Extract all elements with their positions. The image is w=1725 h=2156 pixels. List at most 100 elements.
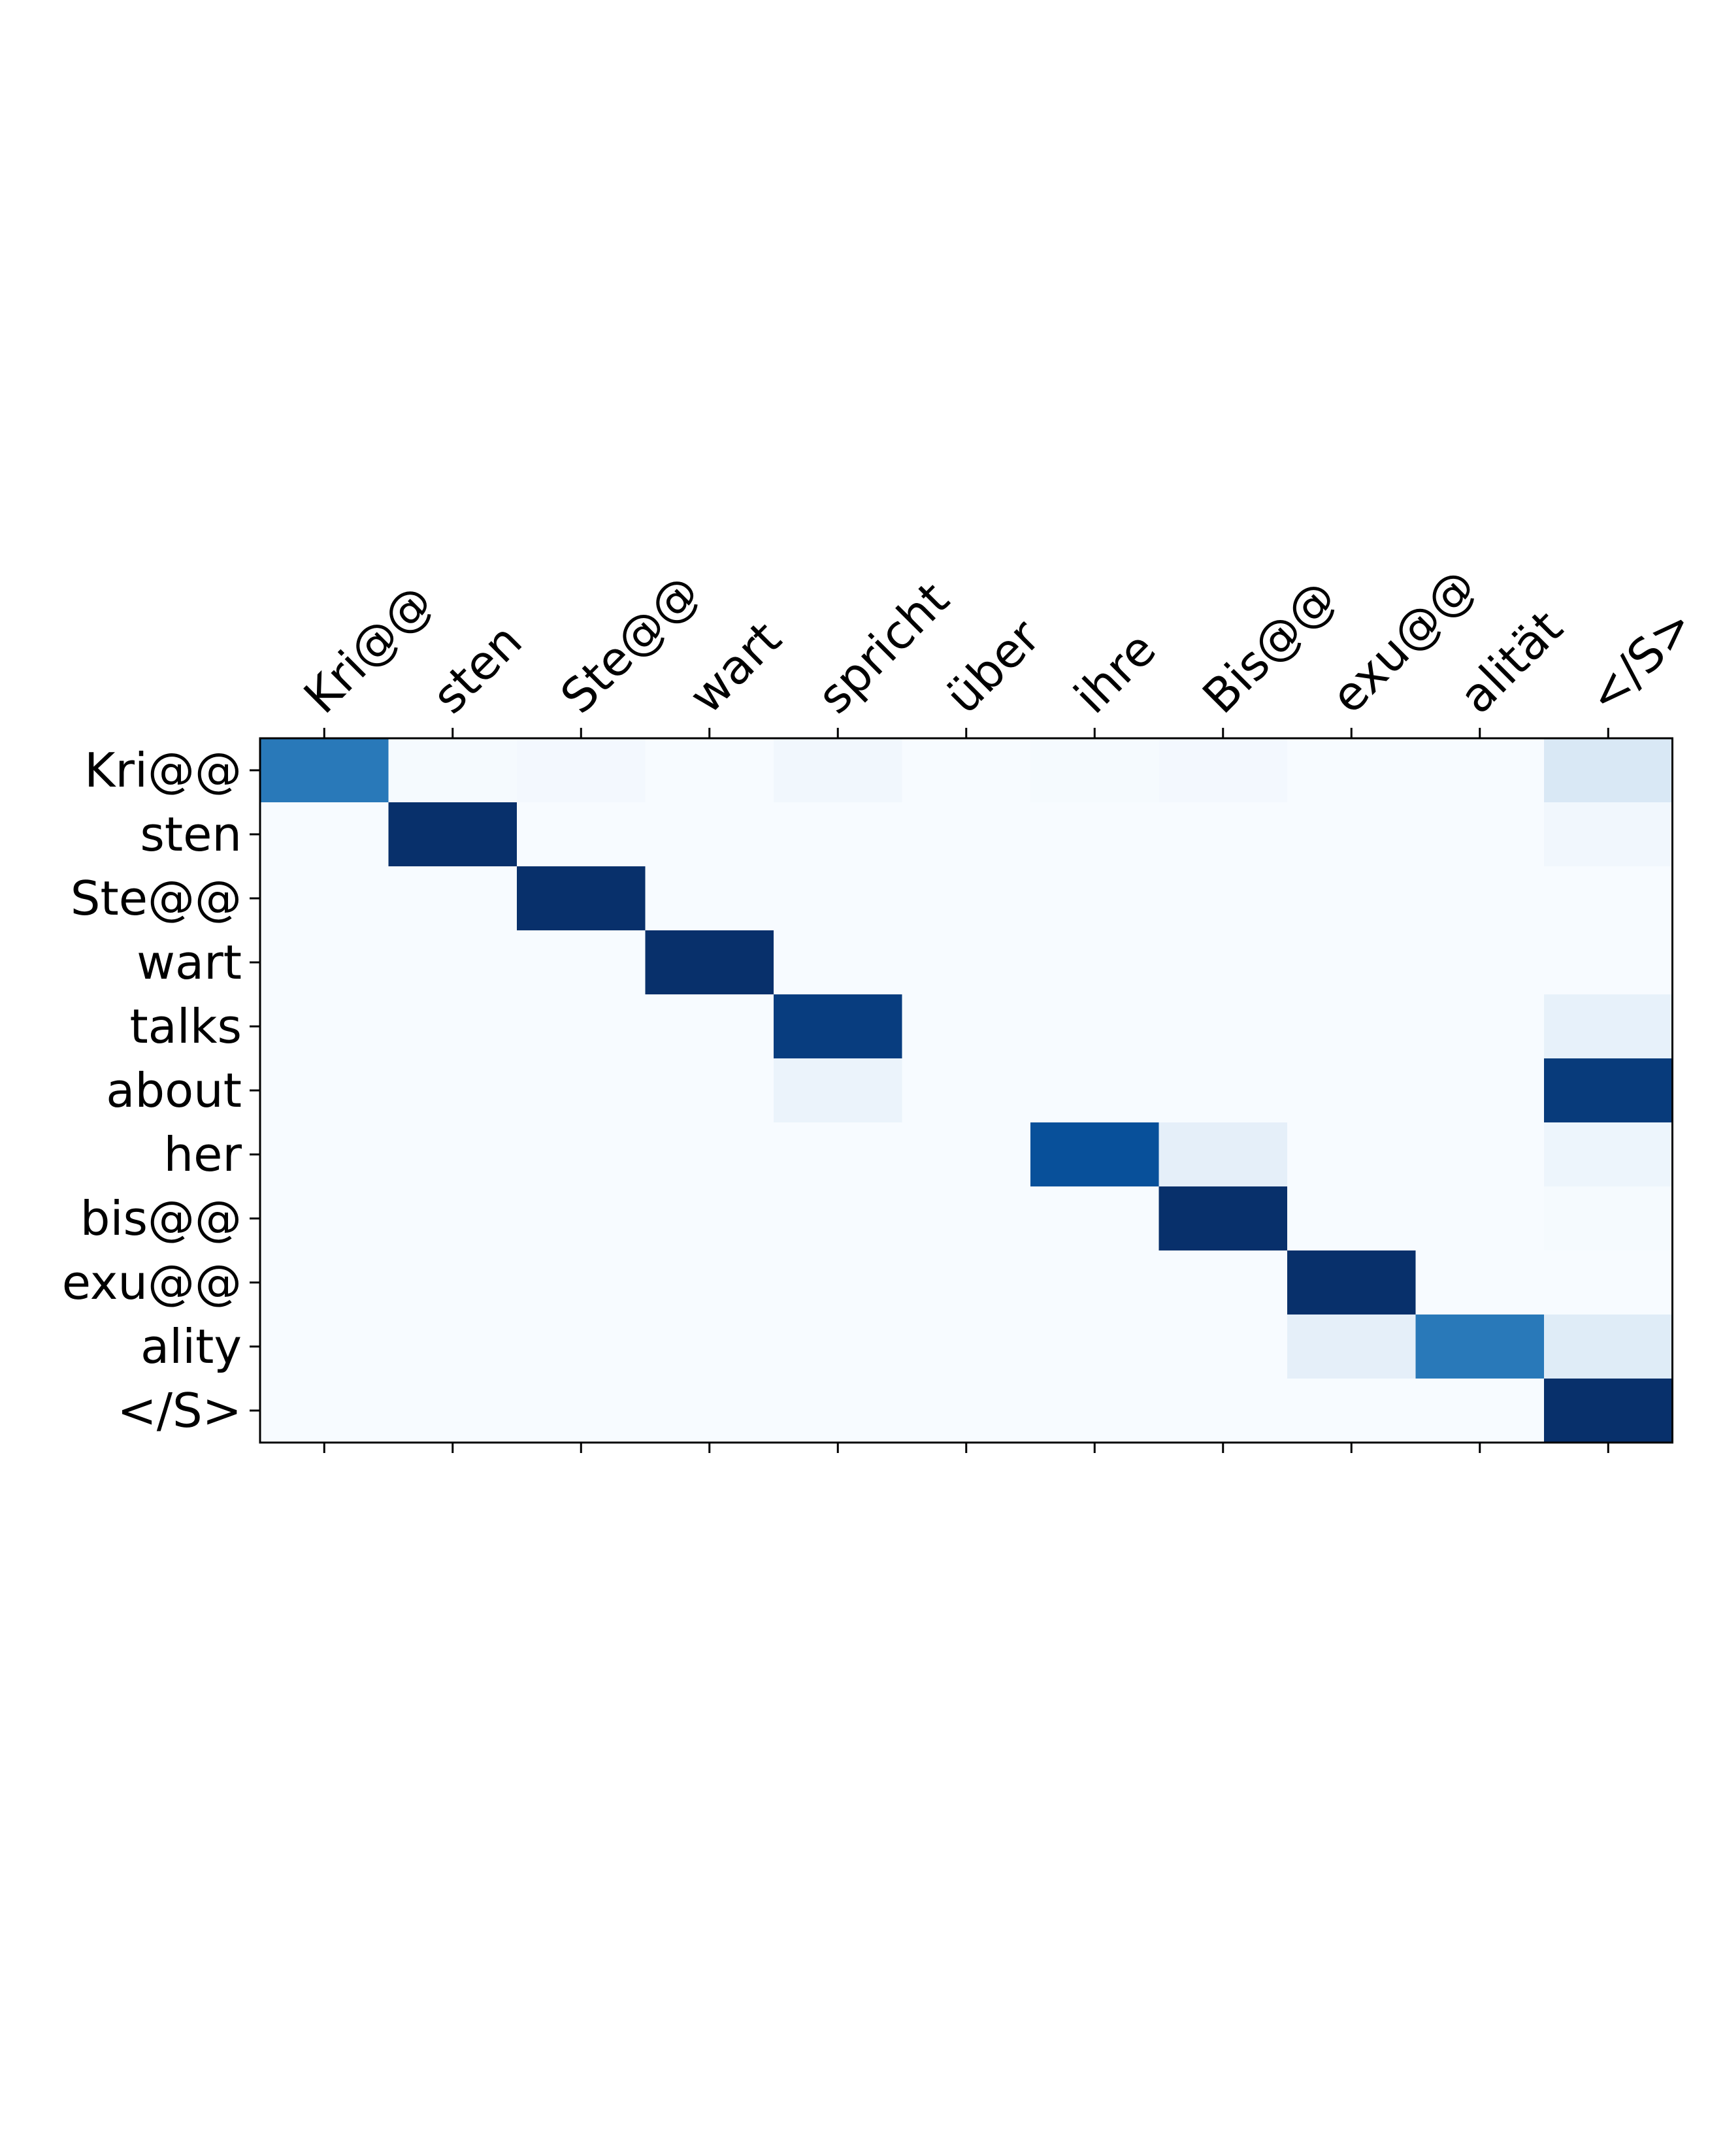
heatmap-cell-r3-c3 [645,930,774,995]
heatmap-cell-r4-c5 [902,994,1031,1059]
heatmap-cell-r3-c8 [1287,930,1417,995]
heatmap-cell-r0-c5 [902,738,1031,803]
heatmap-cell-r3-c4 [774,930,903,995]
heatmap-cell-r1-c10 [1544,802,1673,867]
heatmap-cell-r0-c3 [645,738,774,803]
heatmap-cell-r9-c7 [1158,1315,1288,1379]
y-tick-label-5: about [106,1063,242,1118]
heatmap-cell-r2-c9 [1415,866,1545,931]
heatmap-cell-r2-c10 [1544,866,1673,931]
heatmap-cell-r10-c4 [774,1379,903,1443]
heatmap-cell-r9-c4 [774,1315,903,1379]
heatmap-cell-r7-c3 [645,1186,774,1251]
y-tick-label-7: bis@@ [80,1191,242,1246]
heatmap-cell-r6-c1 [388,1122,518,1187]
heatmap-cell-r5-c10 [1544,1058,1673,1123]
heatmap-cell-r1-c3 [645,802,774,867]
heatmap-cell-r1-c4 [774,802,903,867]
heatmap-cell-r2-c6 [1030,866,1160,931]
heatmap-cell-r10-c8 [1287,1379,1417,1443]
heatmap-cell-r8-c1 [388,1250,518,1315]
heatmap-cell-r2-c7 [1158,866,1288,931]
heatmap-cell-r1-c0 [260,802,389,867]
heatmap-cell-r9-c2 [517,1315,646,1379]
heatmap-cell-r0-c4 [774,738,903,803]
heatmap-cell-r7-c8 [1287,1186,1417,1251]
heatmap-cell-r10-c5 [902,1379,1031,1443]
axis-ticks [250,728,1609,1453]
heatmap-cell-r2-c2 [517,866,646,931]
heatmap-cell-r8-c10 [1544,1250,1673,1315]
heatmap-cell-r0-c10 [1544,738,1673,803]
heatmap-cell-r9-c8 [1287,1315,1417,1379]
heatmap-cell-r10-c3 [645,1379,774,1443]
heatmap-cell-r5-c7 [1158,1058,1288,1123]
heatmap-cell-r6-c2 [517,1122,646,1187]
heatmap-cell-r10-c2 [517,1379,646,1443]
heatmap-cell-r0-c1 [388,738,518,803]
heatmap-cell-r5-c5 [902,1058,1031,1123]
heatmap-cell-r7-c6 [1030,1186,1160,1251]
heatmap-cell-r2-c1 [388,866,518,931]
y-tick-label-8: exu@@ [62,1255,242,1310]
heatmap-cell-r4-c1 [388,994,518,1059]
heatmap-cell-r4-c4 [774,994,903,1059]
heatmap-cell-r2-c8 [1287,866,1417,931]
heatmap-cell-r7-c9 [1415,1186,1545,1251]
heatmap-cells [260,738,1673,1443]
heatmap-cell-r0-c0 [260,738,389,803]
heatmap-cell-r5-c3 [645,1058,774,1123]
heatmap-cell-r6-c4 [774,1122,903,1187]
heatmap-cell-r8-c8 [1287,1250,1417,1315]
y-tick-label-2: Ste@@ [71,871,242,926]
heatmap-cell-r7-c1 [388,1186,518,1251]
heatmap-cell-r8-c2 [517,1250,646,1315]
heatmap-cell-r8-c7 [1158,1250,1288,1315]
heatmap-cell-r5-c9 [1415,1058,1545,1123]
heatmap-cell-r4-c8 [1287,994,1417,1059]
heatmap-cell-r1-c1 [388,802,518,867]
heatmap-cell-r1-c8 [1287,802,1417,867]
heatmap-cell-r3-c5 [902,930,1031,995]
heatmap-cell-r6-c8 [1287,1122,1417,1187]
heatmap-cell-r6-c9 [1415,1122,1545,1187]
heatmap-cell-r4-c3 [645,994,774,1059]
heatmap-cell-r5-c0 [260,1058,389,1123]
heatmap-cell-r1-c5 [902,802,1031,867]
heatmap-cell-r4-c0 [260,994,389,1059]
heatmap-cell-r7-c7 [1158,1186,1288,1251]
heatmap-cell-r9-c0 [260,1315,389,1379]
heatmap-cell-r7-c2 [517,1186,646,1251]
heatmap-cell-r4-c10 [1544,994,1673,1059]
heatmap-cell-r2-c3 [645,866,774,931]
heatmap-cell-r3-c2 [517,930,646,995]
heatmap-cell-r1-c2 [517,802,646,867]
heatmap-cell-r7-c0 [260,1186,389,1251]
heatmap-cell-r0-c8 [1287,738,1417,803]
heatmap-cell-r3-c6 [1030,930,1160,995]
y-tick-label-1: sten [140,807,242,862]
heatmap-cell-r7-c10 [1544,1186,1673,1251]
heatmap-cell-r4-c6 [1030,994,1160,1059]
heatmap-cell-r2-c5 [902,866,1031,931]
heatmap-cell-r6-c7 [1158,1122,1288,1187]
heatmap-cell-r6-c5 [902,1122,1031,1187]
heatmap-cell-r4-c7 [1158,994,1288,1059]
heatmap-cell-r2-c0 [260,866,389,931]
y-tick-labels: Kri@@ sten Ste@@ wart talks about her bis@@ exu@… [62,743,242,1438]
heatmap-cell-r3-c7 [1158,930,1288,995]
heatmap-cell-r7-c5 [902,1186,1031,1251]
heatmap-cell-r8-c4 [774,1250,903,1315]
heatmap-cell-r9-c6 [1030,1315,1160,1379]
heatmap-cell-r6-c10 [1544,1122,1673,1187]
heatmap-cell-r1-c9 [1415,802,1545,867]
heatmap-cell-r10-c9 [1415,1379,1545,1443]
heatmap-cell-r9-c9 [1415,1315,1545,1379]
heatmap-cell-r8-c6 [1030,1250,1160,1315]
heatmap-cell-r0-c2 [517,738,646,803]
heatmap-cell-r0-c6 [1030,738,1160,803]
heatmap-cell-r9-c5 [902,1315,1031,1379]
y-tick-label-6: her [163,1127,242,1182]
y-tick-label-4: talks [129,999,242,1054]
